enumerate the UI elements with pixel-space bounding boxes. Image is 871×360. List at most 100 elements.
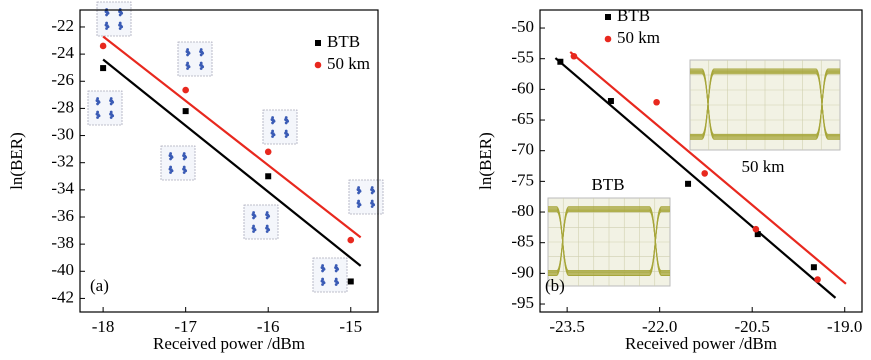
constellation-dot [357, 192, 360, 195]
y-axis-label: ln(BER) [7, 132, 26, 190]
constellation-dot [321, 264, 324, 267]
constellation-dot [97, 113, 100, 116]
legend-label: 50 km [327, 54, 370, 73]
constellation-inset [313, 258, 347, 292]
constellation-dot [97, 100, 100, 103]
fit-line [103, 60, 361, 266]
y-tick-label: -60 [511, 78, 534, 97]
constellation-dot [285, 116, 288, 119]
point [183, 108, 189, 114]
y-tick-label: -75 [511, 170, 534, 189]
constellation-dot [253, 227, 256, 230]
point [811, 264, 817, 270]
constellation-dot [335, 278, 338, 281]
constellation-dot [187, 64, 190, 67]
constellation-dot [271, 135, 274, 138]
constellation-dot [371, 192, 374, 195]
constellation-dot [106, 11, 109, 14]
y-tick-label: -22 [51, 16, 74, 35]
constellation-dot [183, 158, 186, 161]
constellation-dot [169, 166, 172, 169]
point [557, 59, 563, 65]
constellation-dot [285, 132, 288, 135]
y-tick-label: -42 [51, 287, 74, 306]
constellation-dot [169, 171, 172, 174]
legend-marker [315, 40, 321, 46]
figure: -22-24-26-28-30-32-34-36-38-40-42-18-17-… [0, 0, 871, 360]
point [753, 226, 760, 233]
constellation-dot [119, 14, 122, 17]
y-tick-label: -36 [51, 206, 74, 225]
constellation-dot [271, 130, 274, 133]
constellation-dot [335, 283, 338, 286]
constellation-dot [170, 155, 173, 158]
point [608, 98, 614, 104]
constellation-dot [271, 116, 274, 119]
point [814, 276, 821, 283]
constellation-inset [97, 2, 131, 36]
constellation-dot [335, 280, 338, 283]
constellation-dot [105, 27, 108, 30]
constellation-dot [266, 230, 269, 233]
point [571, 53, 578, 60]
constellation-dot [252, 217, 255, 220]
legend-label: BTB [617, 6, 650, 25]
constellation-dot [119, 27, 122, 30]
constellation-dot [169, 152, 172, 155]
constellation-dot [96, 103, 99, 106]
constellation-inset [178, 42, 212, 76]
constellation-inset [161, 146, 195, 180]
y-tick-label: -24 [51, 43, 74, 62]
point [100, 43, 107, 50]
point [348, 278, 354, 284]
y-tick-label: -90 [511, 262, 534, 281]
legend-marker [605, 14, 611, 20]
point [685, 181, 691, 187]
constellation-dot [105, 22, 108, 25]
legend-label: BTB [327, 32, 360, 51]
constellation-dot [358, 189, 361, 192]
constellation-dot [266, 211, 269, 214]
constellation-dot [371, 202, 374, 205]
point [701, 170, 708, 177]
constellation-dot [252, 225, 255, 228]
constellation-dot [183, 152, 186, 155]
constellation-dot [252, 211, 255, 214]
constellation-dot [187, 51, 190, 54]
constellation-dot [371, 189, 374, 192]
constellation-dot [266, 225, 269, 228]
y-tick-label: -40 [51, 260, 74, 279]
x-tick-label: -19.0 [827, 317, 862, 336]
constellation-dot [183, 168, 186, 171]
constellation-dot [322, 267, 325, 270]
point [265, 149, 272, 156]
fit-line [103, 36, 361, 237]
constellation-dot [335, 267, 338, 270]
point [653, 99, 660, 106]
y-tick-label: -55 [511, 48, 534, 67]
constellation-inset [244, 205, 278, 239]
constellation-dot [110, 113, 113, 116]
constellation-dot [186, 54, 189, 57]
constellation-dot [183, 155, 186, 158]
constellation-dot [183, 166, 186, 169]
legend-marker [605, 36, 612, 43]
constellation-dot [371, 200, 374, 203]
constellation-dot [371, 186, 374, 189]
y-tick-label: -32 [51, 152, 74, 171]
constellation-dot [200, 67, 203, 70]
constellation-dot [335, 264, 338, 267]
point [265, 173, 271, 179]
constellation-dot [186, 48, 189, 51]
constellation-dot [110, 103, 113, 106]
constellation-dot [252, 230, 255, 233]
constellation-dot [183, 171, 186, 174]
y-tick-label: -50 [511, 17, 534, 36]
constellation-dot [200, 62, 203, 65]
x-axis-label: Received power /dBm [153, 334, 305, 353]
constellation-dot [110, 97, 113, 100]
y-tick-label: -34 [51, 179, 74, 198]
constellation-dot [96, 97, 99, 100]
constellation-dot [170, 168, 173, 171]
panel-label: (b) [545, 276, 565, 295]
